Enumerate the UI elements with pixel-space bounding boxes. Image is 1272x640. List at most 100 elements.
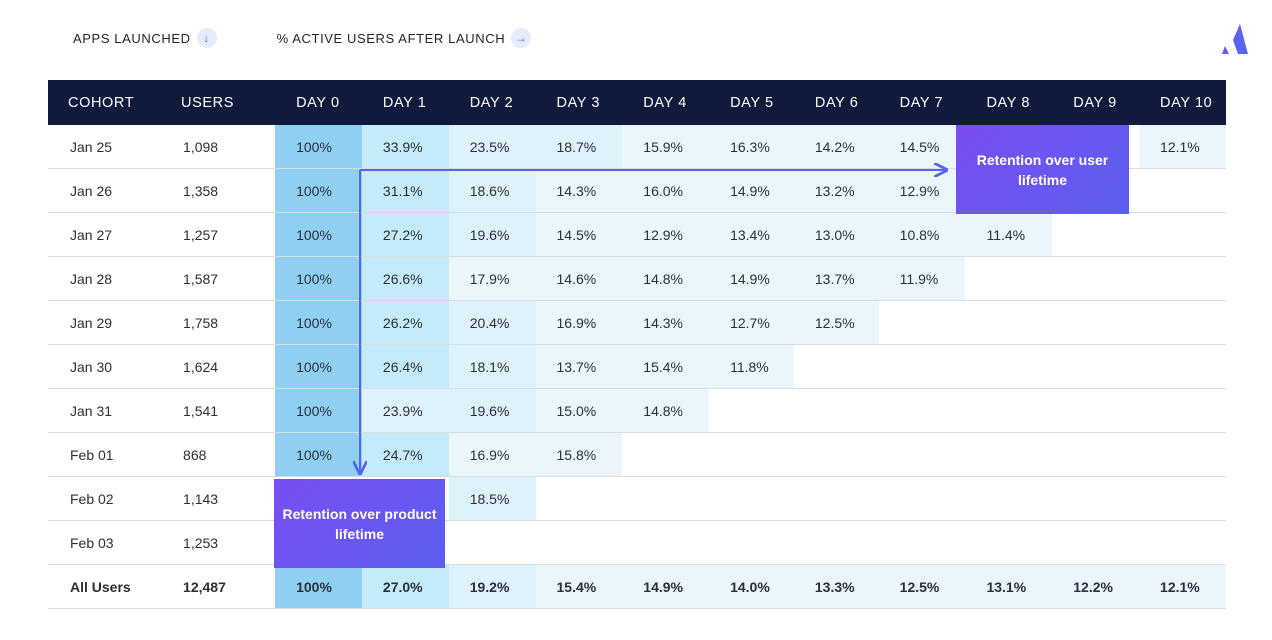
retention-cell: 26.6% (361, 256, 449, 301)
retention-cell: 18.6% (448, 168, 536, 213)
retention-cell: 12.9% (878, 168, 966, 213)
retention-cell: 13.4% (709, 212, 794, 257)
column-header: DAY 0 (275, 80, 362, 125)
retention-cell: 14.3% (622, 300, 710, 345)
retention-cell: 12.5% (878, 564, 966, 609)
retention-cell: 27.2% (361, 212, 449, 257)
cohort-cell: Jan 27 (48, 212, 162, 257)
table-row: Feb 03 1,253 (48, 520, 1226, 565)
retention-cell: 14.9% (709, 256, 794, 301)
users-cell: 12,487 (161, 564, 276, 609)
column-header: DAY 4 (622, 80, 710, 125)
cohort-cell: Feb 01 (48, 432, 162, 477)
retention-cell: 12.1% (1139, 125, 1226, 169)
retention-cell: 26.2% (361, 300, 449, 345)
retention-cell (878, 300, 966, 345)
retention-cell (965, 344, 1053, 389)
retention-cell (878, 476, 966, 521)
retention-cell: 33.9% (361, 125, 449, 169)
retention-cell: 16.9% (448, 432, 536, 477)
retention-cell (448, 520, 536, 565)
retention-cell: 15.0% (535, 388, 623, 433)
cohort-cell: Jan 30 (48, 344, 162, 389)
legend-rows: APPS LAUNCHED ↓ (73, 28, 217, 48)
retention-cell: 14.9% (622, 564, 710, 609)
retention-cell: 100% (275, 344, 362, 389)
retention-cell: 12.5% (793, 300, 879, 345)
retention-cell (965, 256, 1053, 301)
column-header: DAY 3 (535, 80, 623, 125)
retention-cell (1052, 212, 1140, 257)
users-cell: 1,541 (161, 388, 276, 433)
retention-cell: 11.8% (709, 344, 794, 389)
brand-logo-icon (1222, 24, 1248, 54)
column-header: DAY 6 (793, 80, 879, 125)
retention-cell: 26.4% (361, 344, 449, 389)
retention-cell: 13.7% (535, 344, 623, 389)
column-header: COHORT (48, 80, 162, 125)
retention-cell: 23.9% (361, 388, 449, 433)
table-row: Jan 31 1,541 100% 23.9% 19.6% 15.0% 14.8% (48, 388, 1226, 433)
users-cell: 1,758 (161, 300, 276, 345)
retention-cell (709, 476, 794, 521)
retention-cell (1052, 256, 1140, 301)
retention-cell (1139, 256, 1226, 301)
retention-cell: 13.7% (793, 256, 879, 301)
retention-cell (878, 432, 966, 477)
retention-cell: 17.9% (448, 256, 536, 301)
cohort-cell: Jan 25 (48, 125, 162, 169)
retention-cell: 19.6% (448, 388, 536, 433)
retention-cell (1052, 388, 1140, 433)
retention-cell: 15.9% (622, 125, 710, 169)
retention-cell (709, 432, 794, 477)
retention-cell: 14.6% (535, 256, 623, 301)
retention-cell: 18.5% (448, 476, 536, 521)
legend-columns-label: % ACTIVE USERS AFTER LAUNCH (276, 30, 506, 46)
retention-cell (1139, 432, 1226, 477)
cohort-cell: Jan 31 (48, 388, 162, 433)
retention-cell: 12.9% (622, 212, 710, 257)
table-row: Feb 01 868 100% 24.7% 16.9% 15.8% (48, 432, 1226, 477)
column-header: DAY 1 (361, 80, 449, 125)
arrow-right-icon: → (511, 28, 532, 48)
retention-cell: 13.1% (965, 564, 1053, 609)
retention-cell: 31.1% (361, 168, 449, 213)
retention-cell (1139, 168, 1226, 213)
retention-cell (965, 300, 1053, 345)
retention-cell (878, 344, 966, 389)
retention-cell: 14.8% (622, 256, 710, 301)
retention-cell: 14.0% (709, 564, 794, 609)
table-row: Feb 02 1,143 18.5% (48, 476, 1226, 521)
retention-cell (793, 388, 879, 433)
retention-cell: 16.9% (535, 300, 623, 345)
cohort-cell: All Users (48, 564, 162, 609)
annotation-user-lifetime: Retention over user lifetime (956, 125, 1129, 214)
retention-cell: 27.0% (361, 564, 449, 609)
retention-cell: 12.2% (1052, 564, 1140, 609)
retention-cell: 100% (275, 256, 362, 301)
retention-cell (1139, 300, 1226, 345)
retention-cell (793, 476, 879, 521)
column-header: DAY 9 (1052, 80, 1140, 125)
retention-cell (1052, 300, 1140, 345)
table-row: Jan 29 1,758 100% 26.2% 20.4% 16.9% 14.3% 12.7%… (48, 300, 1226, 345)
retention-cell: 100% (275, 564, 362, 609)
cohort-cell: Jan 29 (48, 300, 162, 345)
table-row: Jan 27 1,257 100% 27.2% 19.6% 14.5% 12.9% 13.4%… (48, 212, 1226, 257)
retention-cell (1139, 520, 1226, 565)
cohort-cell: Feb 03 (48, 520, 162, 565)
retention-cell: 14.2% (793, 125, 879, 169)
retention-cell: 14.3% (535, 168, 623, 213)
retention-cell (965, 388, 1053, 433)
retention-cell: 100% (275, 212, 362, 257)
users-cell: 1,143 (161, 476, 276, 521)
retention-cell: 14.9% (709, 168, 794, 213)
retention-cell: 23.5% (448, 125, 536, 169)
retention-cell: 100% (275, 168, 362, 213)
retention-cell: 100% (275, 432, 362, 477)
retention-cell (535, 520, 623, 565)
column-header: DAY 7 (878, 80, 966, 125)
retention-cell (1052, 344, 1140, 389)
retention-cell: 18.7% (535, 125, 623, 169)
retention-cell (622, 520, 710, 565)
